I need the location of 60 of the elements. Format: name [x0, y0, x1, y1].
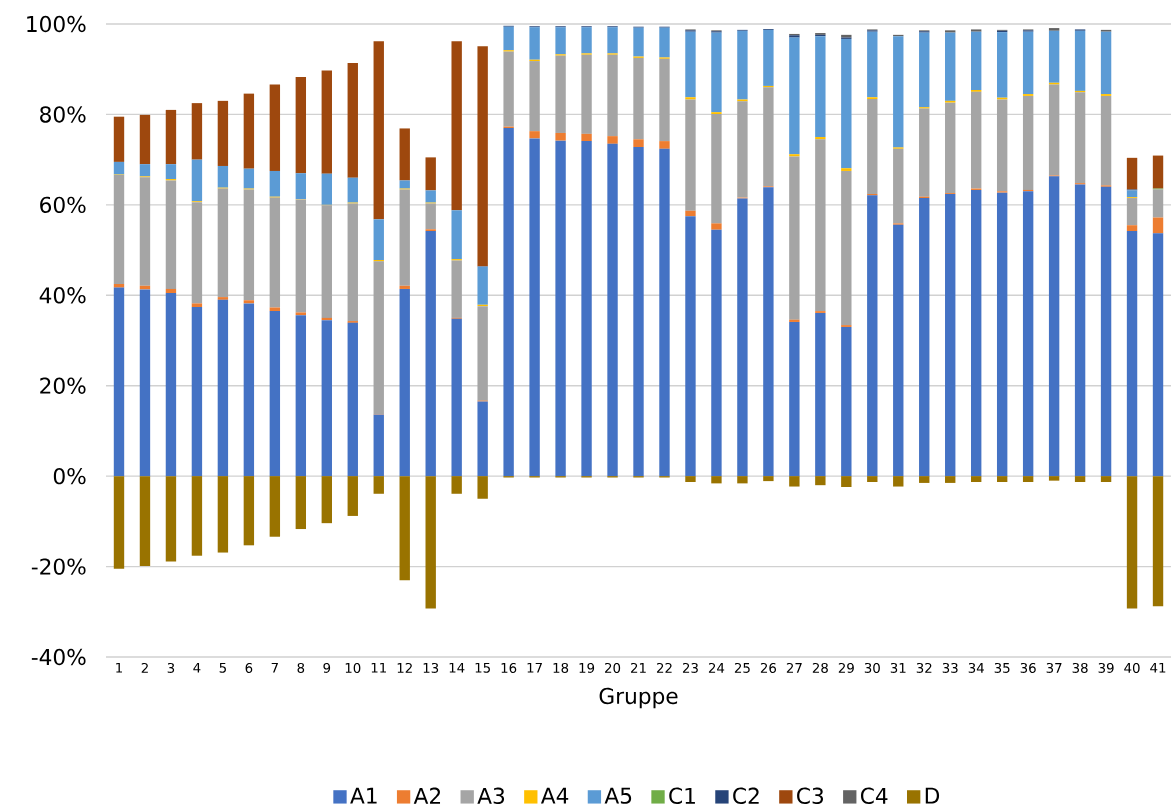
x-tick-label: 27: [786, 662, 802, 673]
y-tick-label: -20%: [31, 558, 86, 575]
x-tick-label: 38: [1072, 662, 1088, 673]
y-tick-label: -40%: [31, 648, 86, 666]
y-tick-label: 0%: [53, 467, 86, 485]
legend-label: A3: [477, 787, 505, 804]
x-tick-label: 15: [475, 662, 490, 673]
x-tick-label: 10: [345, 662, 361, 673]
x-tick-label: 20: [605, 662, 621, 673]
x-tick-label: 32: [916, 662, 932, 673]
x-tick-label: 24: [708, 662, 725, 673]
legend-label: D: [925, 787, 940, 804]
y-tick-label: 80%: [40, 106, 86, 123]
legend-label: C4: [860, 787, 888, 804]
x-tick-label: 41: [1150, 662, 1166, 673]
legend-label: A2: [413, 787, 441, 804]
x-tick-label: 35: [994, 662, 1010, 673]
x-tick-label: 8: [297, 662, 305, 673]
x-tick-label: 13: [423, 662, 439, 673]
x-tick-label: 17: [527, 662, 542, 673]
x-tick-label: 40: [1124, 662, 1140, 673]
x-tick-label: 1: [116, 662, 122, 673]
legend-label: C2: [733, 787, 759, 804]
x-tick-label: 39: [1098, 662, 1114, 673]
x-tick-label: 2: [141, 662, 148, 673]
x-tick-label: 26: [760, 662, 777, 673]
x-tick-label: 3: [167, 662, 175, 673]
x-tick-label: 16: [501, 662, 517, 673]
x-tick-label: 31: [890, 662, 906, 673]
x-tick-label: 36: [1020, 662, 1036, 673]
x-tick-label: 37: [1046, 662, 1062, 673]
legend-label: A1: [350, 787, 377, 804]
x-tick-label: 7: [271, 662, 278, 673]
x-tick-label: 6: [245, 662, 253, 673]
x-tick-label: 18: [553, 662, 569, 673]
x-tick-label: 30: [864, 662, 880, 673]
x-tick-label: 4: [193, 662, 201, 673]
x-tick-label: 14: [449, 662, 465, 673]
x-tick-label: 12: [397, 662, 412, 673]
x-axis-title: Gruppe: [599, 687, 678, 709]
y-tick-label: 100%: [27, 15, 86, 33]
x-tick-label: 28: [812, 662, 828, 673]
x-tick-label: 19: [579, 662, 595, 673]
legend-label: C1: [669, 787, 695, 804]
legend-label: A4: [540, 787, 569, 804]
y-tick-label: 20%: [40, 377, 86, 394]
x-tick-label: 9: [323, 662, 331, 673]
y-tick-label: 60%: [40, 196, 86, 214]
x-tick-label: 29: [838, 662, 854, 673]
legend-label: C3: [797, 787, 824, 804]
y-tick-label: 40%: [39, 287, 86, 304]
x-tick-label: 25: [734, 662, 750, 673]
x-tick-label: 33: [942, 662, 958, 673]
x-tick-label: 5: [219, 662, 226, 673]
x-tick-label: 34: [968, 662, 984, 673]
x-tick-label: 22: [656, 662, 672, 673]
x-tick-label: 11: [371, 662, 386, 673]
x-tick-label: 21: [630, 662, 646, 673]
x-tick-label: 23: [682, 662, 698, 673]
legend-label: A5: [604, 787, 632, 804]
